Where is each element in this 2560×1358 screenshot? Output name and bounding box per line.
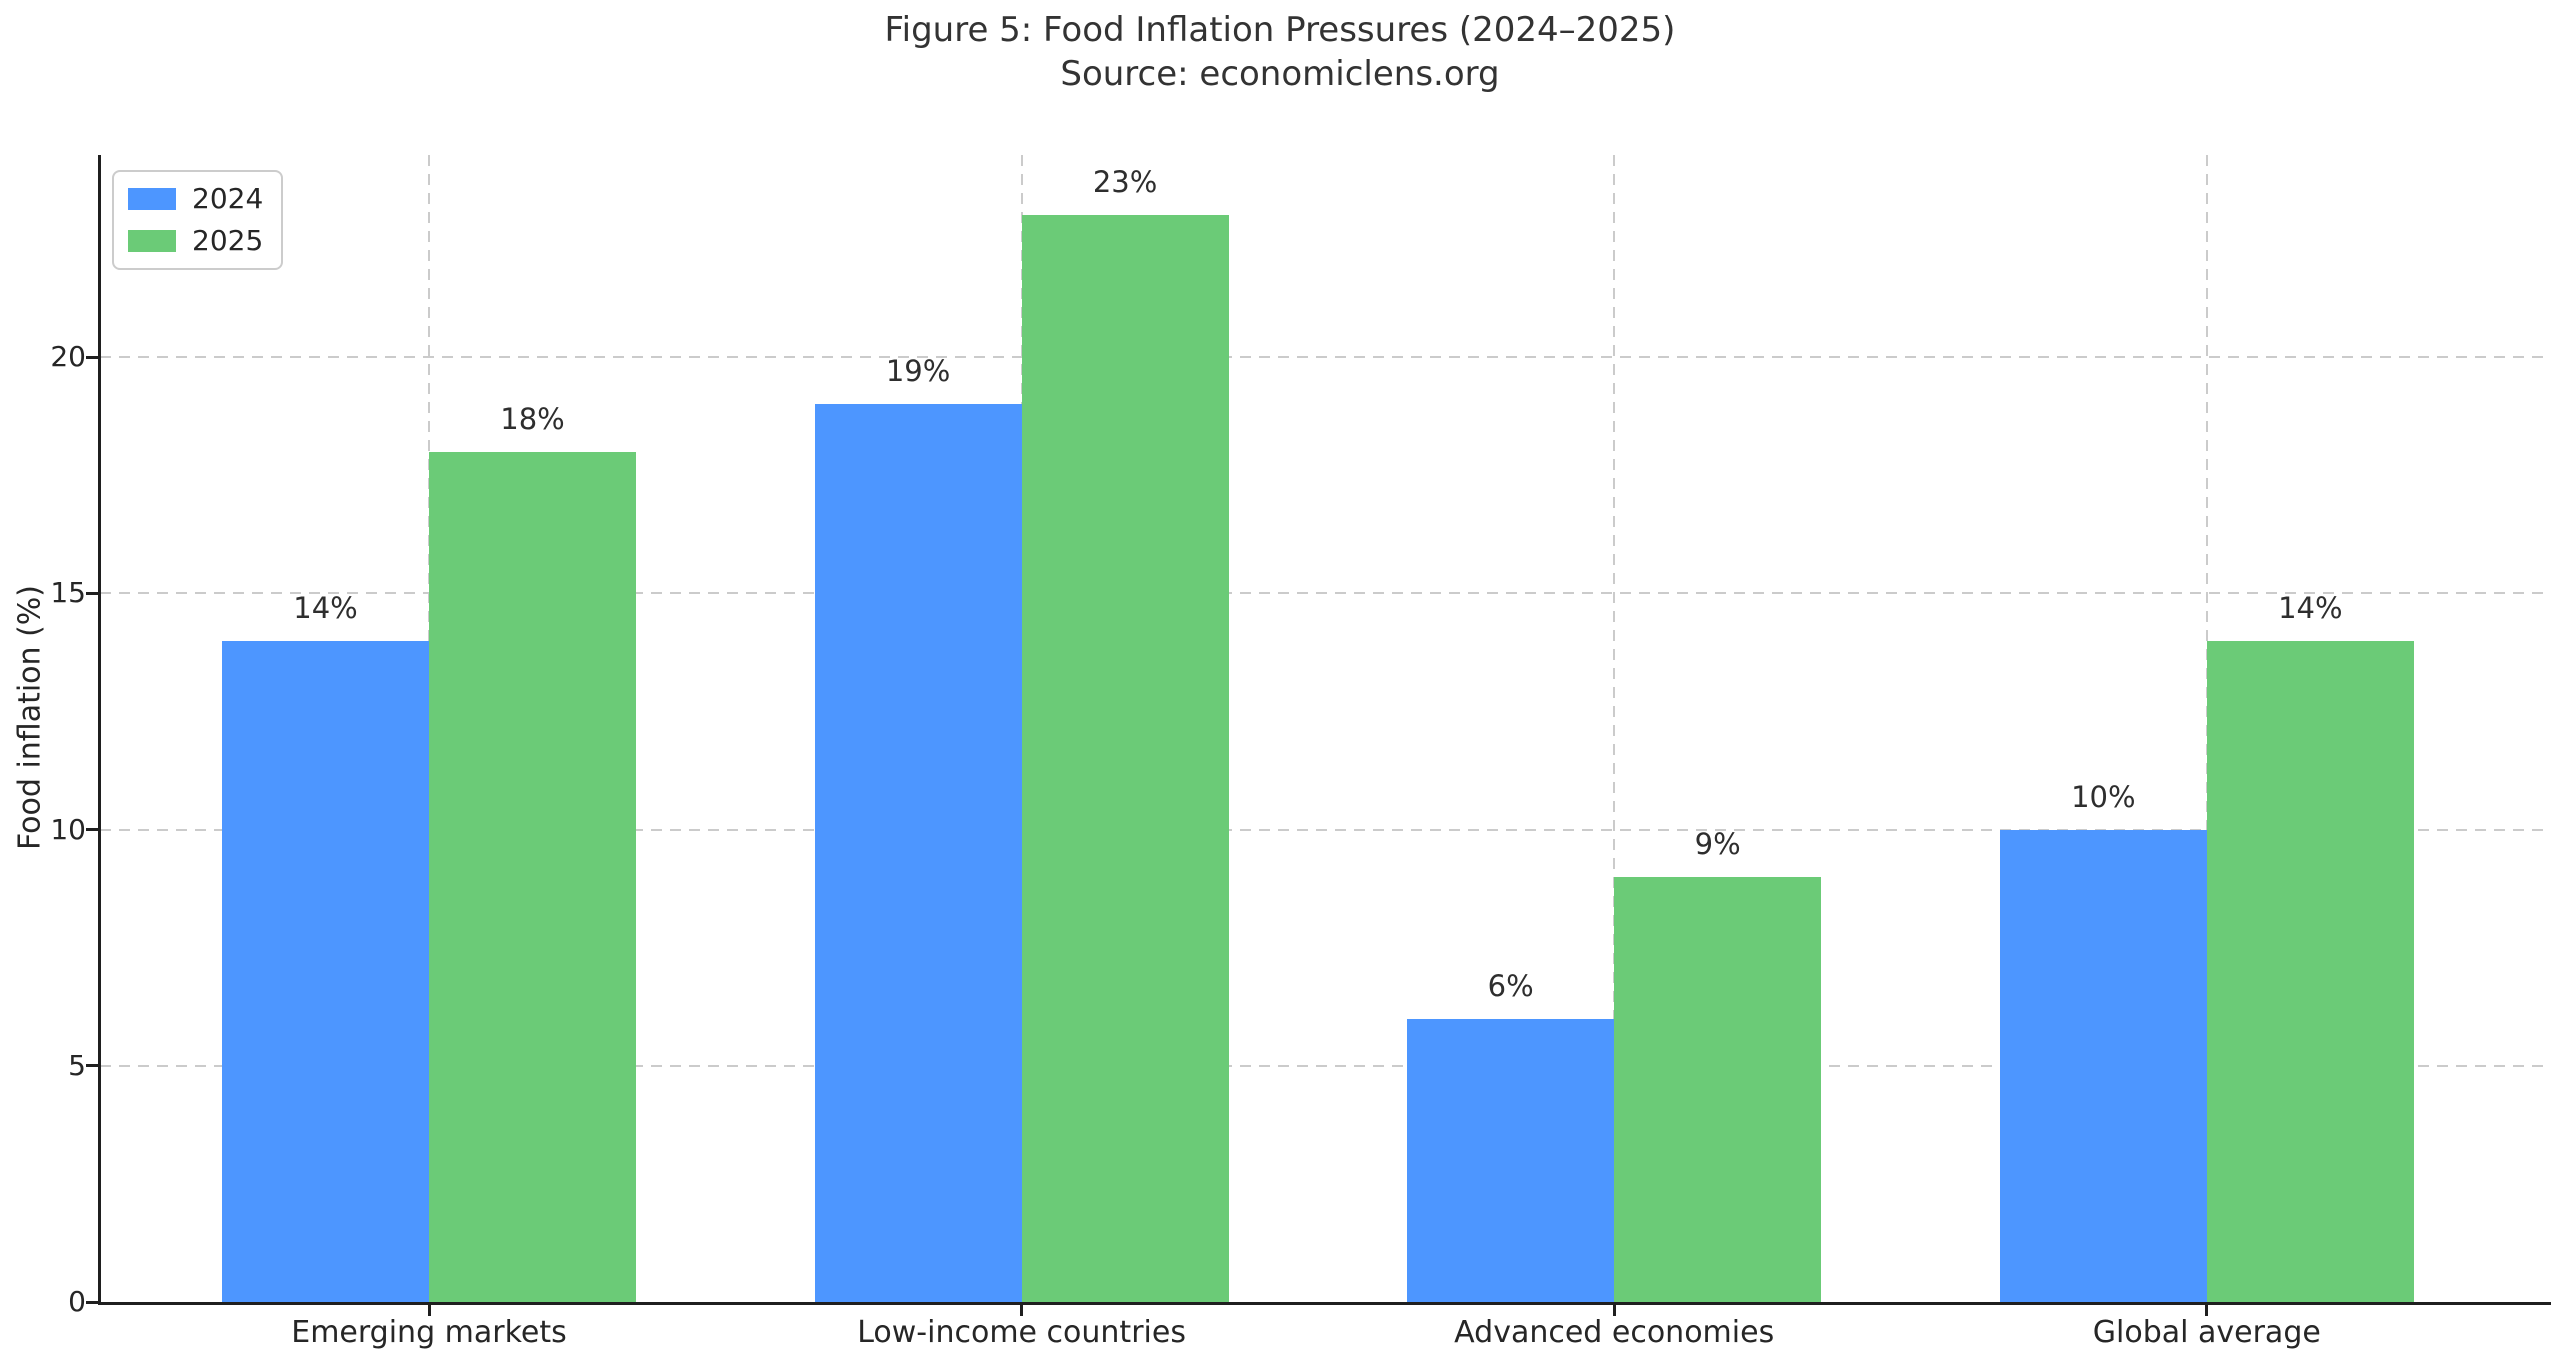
gridline-horizontal <box>100 1064 2551 1067</box>
y-tick <box>86 591 100 595</box>
chart-subtitle: Source: economiclens.org <box>1060 54 1500 94</box>
y-tick <box>86 1300 100 1304</box>
x-tick <box>2205 1302 2209 1316</box>
chart-title: Figure 5: Food Inflation Pressures (2024… <box>884 10 1676 50</box>
bar-2025 <box>1614 876 1822 1302</box>
x-tick-label: Global average <box>2092 1315 2321 1350</box>
bar-value-label: 9% <box>1694 826 1741 861</box>
bar-2024 <box>814 404 1022 1302</box>
y-tick-label: 10 <box>50 812 86 846</box>
x-tick <box>1612 1302 1616 1316</box>
bar-value-label: 19% <box>885 354 951 389</box>
x-axis-spine <box>98 1302 2551 1305</box>
bar-2024 <box>1407 1018 1615 1302</box>
legend-swatch-2025 <box>128 230 176 252</box>
gridline-horizontal <box>100 828 2551 831</box>
y-tick <box>86 355 100 359</box>
legend-swatch-2024 <box>128 188 176 210</box>
y-tick-label: 0 <box>68 1285 86 1318</box>
bar-value-label: 10% <box>2071 779 2136 814</box>
bar-2024 <box>1999 829 2207 1302</box>
gridline-horizontal <box>100 592 2551 595</box>
gridline-vertical <box>1613 155 1616 1302</box>
x-tick-label: Advanced economies <box>1454 1315 1775 1350</box>
bar-value-label: 14% <box>293 590 358 625</box>
bar-value-label: 6% <box>1487 968 1534 1003</box>
bar-2025 <box>1021 215 1229 1302</box>
legend: 2024 2025 <box>112 170 284 270</box>
x-tick <box>427 1302 431 1316</box>
x-tick-label: Low-income countries <box>857 1315 1186 1350</box>
bar-value-label: 18% <box>500 401 565 436</box>
legend-entry-2024: 2024 <box>128 184 263 214</box>
y-tick-label: 15 <box>50 576 86 610</box>
x-tick-label: Emerging markets <box>291 1315 567 1350</box>
y-axis-spine <box>98 155 101 1305</box>
bar-2025 <box>429 451 636 1302</box>
y-tick-label: 5 <box>68 1048 86 1082</box>
gridline-horizontal <box>100 356 2551 358</box>
y-tick-label: 20 <box>50 340 86 373</box>
legend-label-2024: 2024 <box>192 182 264 215</box>
y-tick <box>86 1064 100 1068</box>
bar-2025 <box>2206 640 2414 1302</box>
legend-entry-2025: 2025 <box>128 226 263 256</box>
legend-label-2025: 2025 <box>192 224 264 257</box>
y-tick <box>86 828 100 831</box>
bar-2024 <box>222 640 429 1302</box>
x-tick <box>1020 1302 1024 1316</box>
bar-value-label: 14% <box>2278 590 2343 625</box>
bar-value-label: 23% <box>1092 165 1158 200</box>
